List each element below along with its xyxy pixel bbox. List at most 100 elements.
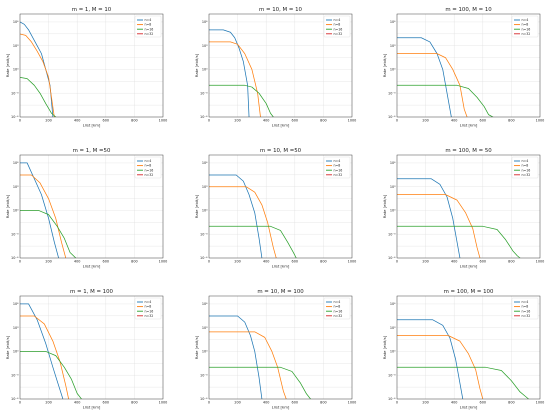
x-tick-label: 1000 bbox=[348, 401, 357, 405]
x-tick-label: 400 bbox=[263, 401, 269, 405]
y-tick-label: 10⁻³ bbox=[200, 373, 208, 377]
y-axis-label: Rate [ebit/s] bbox=[382, 53, 387, 77]
y-tick-label: 10⁻⁶ bbox=[11, 115, 19, 119]
series-line-n-16 bbox=[209, 366, 311, 399]
series-group bbox=[397, 319, 529, 399]
subplot-4: 10⁻⁶ 10⁻³ 10⁰ 10³ 10⁶ 0 200 400 600 800 1000 m = 1,… bbox=[5, 148, 167, 269]
x-tick-label: 1000 bbox=[159, 260, 168, 264]
series-line-n-4 bbox=[20, 303, 64, 399]
x-tick-label: 800 bbox=[131, 401, 137, 405]
legend-label: n=4 bbox=[522, 300, 529, 304]
legend-box bbox=[511, 156, 539, 179]
legend: n=4n=8n=16n=32 bbox=[323, 156, 351, 179]
y-tick-label: 10⁻³ bbox=[200, 232, 208, 236]
series-line-n-4 bbox=[209, 174, 263, 258]
panel-title: m = 1, M = 100 bbox=[70, 289, 114, 295]
legend-label: n=8 bbox=[145, 305, 152, 309]
x-tick-label: 0 bbox=[19, 401, 21, 405]
y-tick-label: 10⁰ bbox=[390, 68, 396, 72]
legend: n=4n=8n=16n=32 bbox=[511, 15, 539, 38]
y-tick-label: 10⁰ bbox=[13, 68, 19, 72]
legend-label: n=16 bbox=[522, 27, 531, 31]
series-line-n-8 bbox=[397, 194, 481, 258]
legend-label: n=4 bbox=[145, 300, 152, 304]
x-tick-label: 0 bbox=[208, 401, 210, 405]
legend-label: n=16 bbox=[334, 309, 343, 313]
series-line-n-4 bbox=[209, 29, 250, 117]
x-tick-label: 0 bbox=[396, 401, 398, 405]
x-tick-label: 1000 bbox=[348, 119, 357, 123]
legend-label: n=8 bbox=[522, 23, 529, 27]
plot-frame bbox=[19, 154, 164, 259]
x-tick-label: 1000 bbox=[159, 119, 168, 123]
subplot-7: 10⁻⁶ 10⁻³ 10⁰ 10³ 10⁶ 0 200 400 600 800 1000 m = 1,… bbox=[5, 289, 167, 410]
legend: n=4n=8n=16n=32 bbox=[134, 297, 162, 320]
legend: n=4n=8n=16n=32 bbox=[134, 15, 162, 38]
legend-label: n=32 bbox=[145, 314, 154, 318]
y-tick-label: 10⁻⁶ bbox=[11, 397, 19, 401]
panel-title: m = 1, M = 10 bbox=[72, 7, 112, 13]
x-tick-label: 1000 bbox=[159, 401, 168, 405]
legend-label: n=16 bbox=[145, 27, 154, 31]
x-axis-label: Llist [km] bbox=[460, 123, 478, 128]
x-tick-label: 400 bbox=[263, 260, 269, 264]
y-tick-label: 10⁻⁶ bbox=[388, 256, 396, 260]
series-line-n-16 bbox=[397, 225, 521, 258]
legend-label: n=8 bbox=[145, 164, 152, 168]
subplot-5: 10⁻⁶ 10⁻³ 10⁰ 10³ 10⁶ 0 200 400 600 800 1000 m = 10… bbox=[194, 148, 356, 269]
plot-frame bbox=[208, 154, 353, 259]
legend-box bbox=[323, 15, 351, 38]
x-tick-label: 1000 bbox=[536, 401, 545, 405]
x-tick-label: 200 bbox=[234, 260, 240, 264]
x-tick-label: 800 bbox=[508, 401, 514, 405]
y-axis-label: Rate [ebit/s] bbox=[5, 335, 10, 359]
y-tick-label: 10⁶ bbox=[13, 20, 19, 24]
series-group bbox=[209, 174, 297, 258]
y-tick-label: 10³ bbox=[13, 44, 19, 48]
x-axis-label: Llist [km] bbox=[83, 405, 101, 410]
y-tick-label: 10⁶ bbox=[13, 161, 19, 165]
y-tick-label: 10³ bbox=[202, 185, 208, 189]
panel-title: m = 100, M = 100 bbox=[444, 289, 494, 295]
x-tick-label: 0 bbox=[396, 119, 398, 123]
series-line-n-4 bbox=[209, 315, 263, 399]
subplot-6: 10⁻⁶ 10⁻³ 10⁰ 10³ 10⁶ 0 200 400 600 800 1000 m = 10… bbox=[382, 148, 544, 269]
x-tick-label: 1000 bbox=[348, 260, 357, 264]
x-axis-label: Llist [km] bbox=[83, 123, 101, 128]
plot-frame bbox=[19, 295, 164, 400]
series-group bbox=[209, 315, 311, 399]
y-tick-label: 10³ bbox=[390, 326, 396, 330]
x-axis-label: Llist [km] bbox=[460, 405, 478, 410]
x-tick-label: 800 bbox=[508, 119, 514, 123]
y-axis-label: Rate [ebit/s] bbox=[382, 335, 387, 359]
series-line-n-8 bbox=[20, 174, 67, 258]
legend-label: n=4 bbox=[522, 18, 529, 22]
x-tick-label: 1000 bbox=[536, 119, 545, 123]
x-tick-label: 200 bbox=[45, 119, 51, 123]
legend-label: n=32 bbox=[334, 32, 343, 36]
x-tick-label: 600 bbox=[292, 119, 298, 123]
series-line-n-16 bbox=[397, 366, 529, 399]
legend-label: n=16 bbox=[334, 27, 343, 31]
y-axis-label: Rate [ebit/s] bbox=[382, 194, 387, 218]
y-tick-label: 10⁻⁶ bbox=[200, 115, 208, 119]
x-tick-label: 200 bbox=[45, 260, 51, 264]
y-tick-label: 10³ bbox=[13, 326, 19, 330]
legend-label: n=8 bbox=[522, 164, 529, 168]
series-group bbox=[20, 303, 82, 399]
legend-label: n=16 bbox=[522, 309, 531, 313]
legend-box bbox=[511, 15, 539, 38]
legend-label: n=16 bbox=[522, 168, 531, 172]
y-tick-label: 10⁻³ bbox=[200, 91, 208, 95]
legend: n=4n=8n=16n=32 bbox=[511, 156, 539, 179]
series-line-n-4 bbox=[20, 21, 54, 117]
series-line-n-4 bbox=[20, 162, 59, 258]
x-axis-label: Llist [km] bbox=[83, 264, 101, 269]
y-axis-label: Rate [ebit/s] bbox=[194, 53, 199, 77]
y-tick-label: 10⁻³ bbox=[11, 373, 19, 377]
series-line-n-16 bbox=[20, 210, 77, 258]
legend: n=4n=8n=16n=32 bbox=[134, 156, 162, 179]
x-tick-label: 800 bbox=[131, 119, 137, 123]
legend-box bbox=[134, 156, 162, 179]
legend-box bbox=[134, 15, 162, 38]
